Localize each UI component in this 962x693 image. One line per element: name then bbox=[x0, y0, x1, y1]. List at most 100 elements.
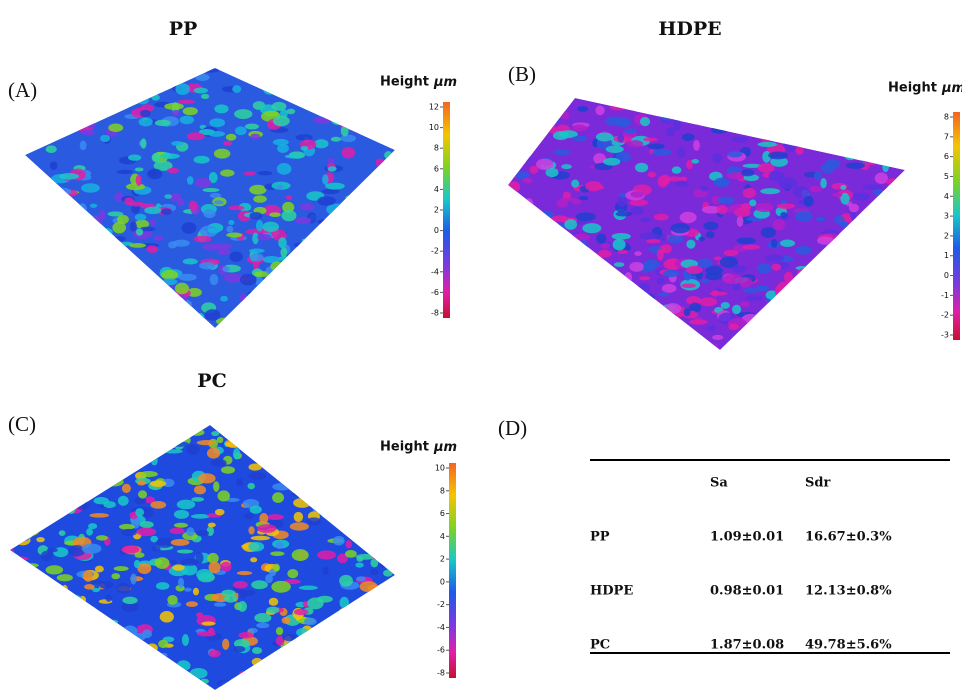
surface-texture bbox=[338, 248, 356, 253]
surface-texture bbox=[564, 343, 578, 349]
surface-texture bbox=[576, 105, 589, 112]
surface-texture bbox=[630, 191, 645, 198]
surface-texture bbox=[371, 298, 389, 307]
surface-texture bbox=[361, 68, 370, 72]
surface-texture bbox=[178, 273, 197, 281]
surface-texture bbox=[878, 265, 891, 276]
surface-texture bbox=[160, 208, 172, 216]
surface-texture bbox=[75, 229, 85, 239]
surface-texture bbox=[752, 112, 767, 122]
surface-texture bbox=[142, 652, 152, 665]
surface-texture bbox=[40, 515, 50, 522]
surface-texture bbox=[661, 312, 678, 324]
surface-texture bbox=[616, 278, 629, 285]
surface-texture bbox=[359, 113, 377, 122]
surface-texture bbox=[280, 247, 288, 258]
surface-texture bbox=[186, 527, 195, 537]
surface-texture bbox=[117, 214, 129, 225]
surface-texture bbox=[335, 284, 351, 290]
surface-texture bbox=[138, 490, 148, 499]
surface-texture bbox=[341, 304, 361, 312]
surface-texture bbox=[246, 68, 257, 75]
surface-texture bbox=[135, 174, 142, 187]
surface-texture bbox=[10, 478, 22, 489]
surface-texture bbox=[375, 211, 392, 219]
surface-texture bbox=[557, 339, 568, 348]
surface-texture bbox=[281, 210, 297, 222]
surface-texture bbox=[827, 302, 847, 309]
surface-texture bbox=[25, 219, 33, 232]
surface-texture bbox=[10, 601, 26, 606]
surface-texture bbox=[284, 154, 303, 159]
surface-texture bbox=[217, 490, 230, 502]
surface-texture bbox=[115, 244, 128, 256]
surface-texture bbox=[370, 568, 379, 576]
surface-texture bbox=[754, 115, 774, 125]
surface-texture bbox=[215, 317, 235, 326]
surface-texture bbox=[167, 167, 180, 174]
surface-texture bbox=[723, 249, 739, 257]
surface-texture bbox=[851, 144, 865, 153]
surface-texture bbox=[780, 314, 799, 322]
surface-texture bbox=[657, 292, 670, 297]
surface-texture bbox=[339, 596, 350, 609]
surface-texture bbox=[45, 565, 64, 575]
surface-texture bbox=[216, 679, 233, 688]
surface-texture bbox=[732, 264, 747, 273]
surface-texture bbox=[204, 309, 221, 321]
surface-texture bbox=[352, 227, 369, 237]
surface-texture bbox=[627, 140, 644, 148]
surface-texture bbox=[546, 228, 558, 236]
surface-texture bbox=[314, 626, 332, 635]
surface-texture bbox=[327, 166, 337, 172]
surface-texture bbox=[851, 306, 864, 314]
surface-texture bbox=[664, 98, 674, 103]
surface-texture bbox=[291, 549, 309, 562]
colorbar-tick-label: 10 bbox=[429, 123, 439, 132]
surface-texture bbox=[255, 275, 263, 287]
surface-texture bbox=[248, 471, 267, 481]
surface-texture bbox=[149, 219, 157, 226]
surface-texture bbox=[176, 499, 196, 510]
surface-texture bbox=[553, 149, 571, 156]
surface-texture bbox=[276, 274, 285, 281]
surface-texture bbox=[855, 153, 874, 161]
surface-texture bbox=[174, 68, 181, 75]
surface-texture bbox=[555, 333, 566, 345]
surface-texture bbox=[154, 557, 170, 569]
surface-texture bbox=[252, 680, 265, 688]
surface-texture bbox=[292, 675, 306, 686]
surface-texture bbox=[129, 243, 147, 248]
surface-texture bbox=[284, 440, 303, 446]
surface-texture bbox=[112, 235, 126, 242]
surface-texture bbox=[525, 323, 542, 335]
surface-texture bbox=[322, 566, 329, 576]
surface-texture bbox=[112, 221, 127, 234]
surface-texture bbox=[171, 141, 184, 147]
surface-texture bbox=[128, 201, 145, 207]
surface-texture bbox=[208, 171, 218, 184]
surface-texture bbox=[277, 143, 289, 153]
surface-texture bbox=[339, 574, 353, 587]
surface-texture bbox=[257, 233, 272, 241]
colorbar-tick-label: -2 bbox=[437, 600, 445, 609]
surface-texture bbox=[173, 294, 187, 306]
surface-texture bbox=[719, 256, 739, 268]
surface-texture bbox=[300, 145, 309, 151]
surface-texture bbox=[794, 245, 812, 255]
surface-texture bbox=[251, 657, 263, 666]
surface-texture bbox=[252, 259, 260, 270]
surface-texture bbox=[38, 242, 51, 253]
surface-texture bbox=[255, 432, 264, 438]
surface-texture bbox=[213, 481, 220, 492]
surface-texture bbox=[299, 203, 315, 211]
surface-texture bbox=[214, 425, 224, 429]
surface-texture bbox=[538, 303, 551, 315]
surface-texture bbox=[322, 471, 338, 479]
surface-texture bbox=[55, 638, 62, 647]
surface-texture bbox=[317, 219, 334, 225]
surface-texture bbox=[701, 205, 721, 214]
surface-texture bbox=[370, 490, 386, 501]
surface-texture bbox=[368, 616, 377, 624]
surface-texture bbox=[39, 453, 52, 461]
